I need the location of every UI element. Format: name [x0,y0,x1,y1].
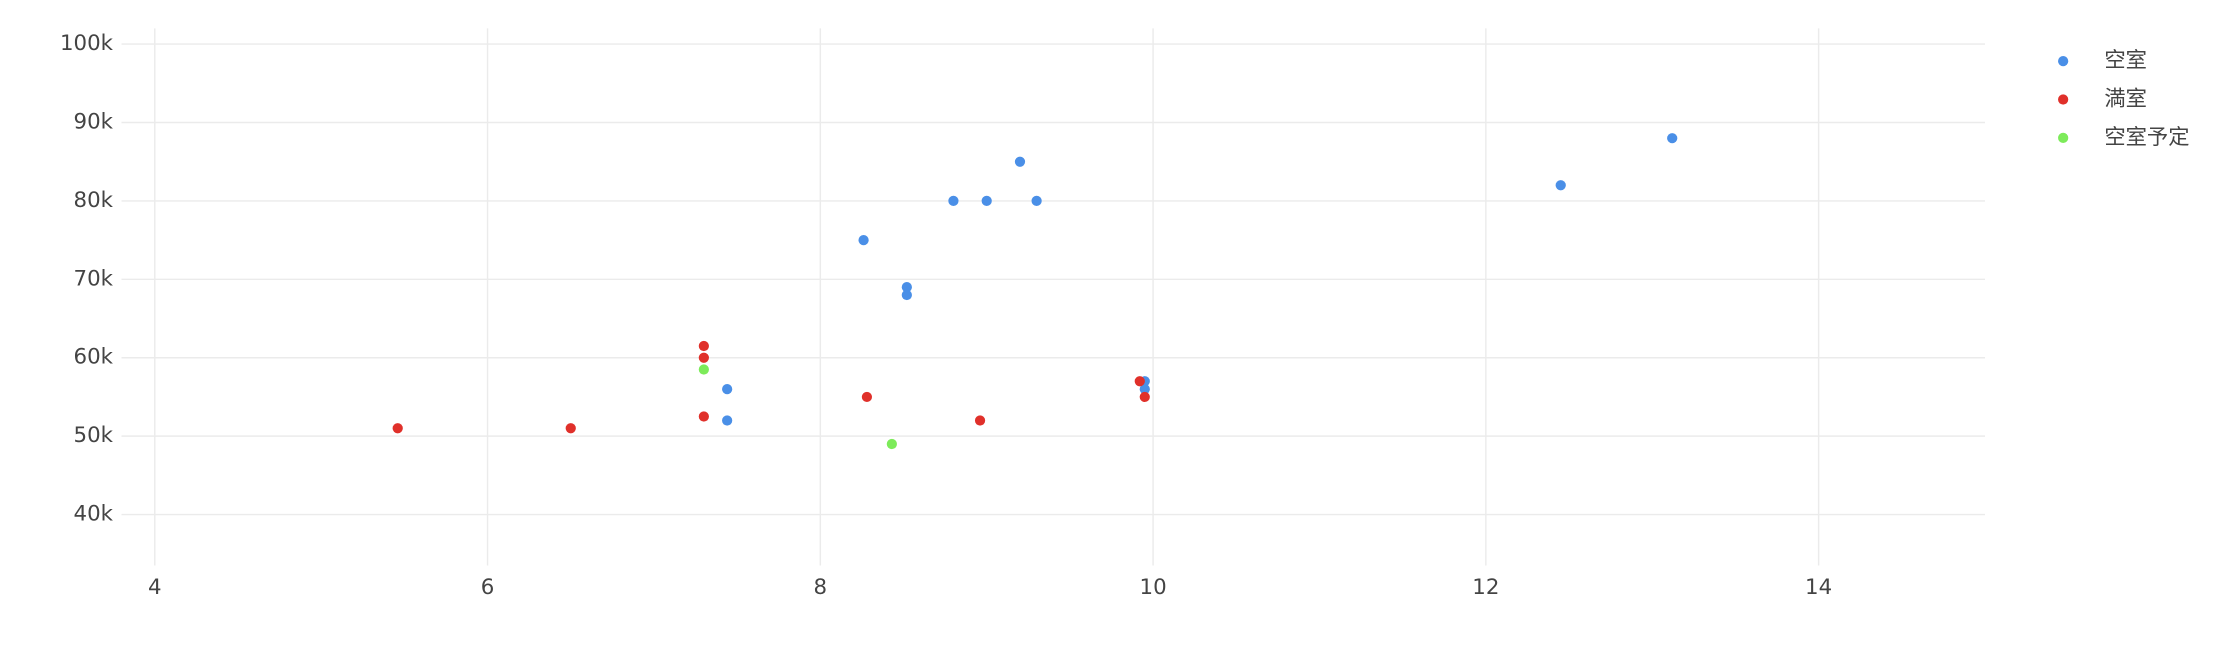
legend-label: 空室予定 [2104,125,2189,150]
y-tick-label: 80k [74,188,114,213]
point [1139,383,1150,395]
y-tick-label: 50k [74,423,114,448]
point [392,423,403,434]
point [1555,180,1566,191]
point [722,383,733,395]
legend-label: 空室 [2104,48,2147,73]
point [1134,376,1145,387]
point [886,438,897,450]
point [722,415,733,426]
point [698,364,709,375]
y-tick-label: 60k [74,345,114,370]
point [901,282,912,293]
point [1139,391,1150,403]
point [698,340,709,352]
point [901,289,912,301]
point [981,195,992,207]
point [1014,156,1026,167]
x-tick-label: 14 [1805,575,1832,600]
x-tick-label: 10 [1140,575,1167,600]
point [858,235,869,246]
y-tick-label: 40k [74,502,114,527]
x-tick-label: 12 [1472,575,1499,600]
legend-marker [2058,132,2069,143]
x-tick-label: 8 [814,575,828,600]
y-tick-label: 70k [74,266,114,291]
x-tick-label: 6 [481,575,495,600]
legend-marker [2058,94,2069,105]
point [698,411,709,422]
point [1031,195,1042,207]
point [974,415,986,426]
point [948,195,959,207]
point [861,391,873,403]
y-tick-label: 90k [74,110,114,135]
legend-marker [2058,55,2069,67]
point [1667,133,1678,144]
x-tick-label: 4 [148,575,162,600]
legend-label: 満室 [2104,86,2147,111]
point [565,423,576,434]
y-tick-label: 100k [60,31,114,56]
point [698,352,709,363]
